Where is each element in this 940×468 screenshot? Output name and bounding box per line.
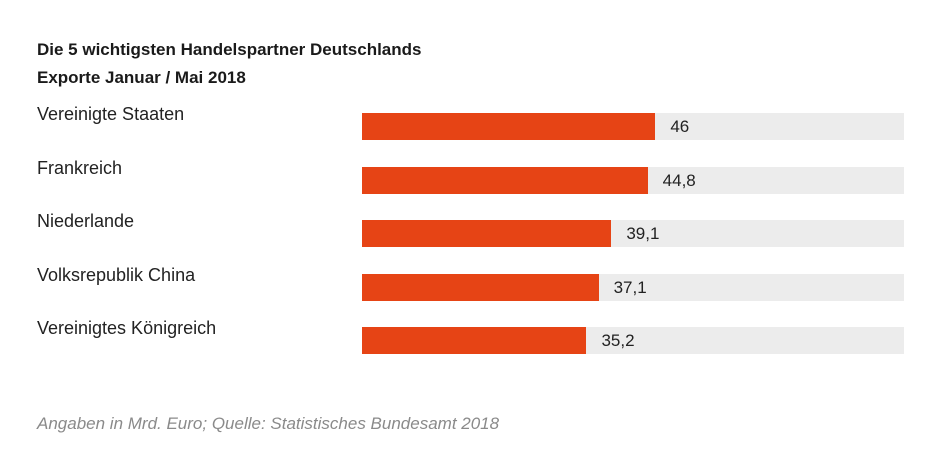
bar-row: Niederlande 39,1: [0, 211, 940, 251]
bar-track: 37,1: [362, 273, 904, 301]
category-label: Volksrepublik China: [37, 264, 196, 285]
data-label: 37,1: [613, 277, 647, 297]
category-label: Vereinigtes Königreich: [37, 318, 217, 338]
source-footnote: Angaben in Mrd. Euro; Quelle: Statistisc…: [37, 414, 500, 433]
bar-chart: Vereinigte Staaten 46 Frankreich 44,8 Nieder…: [0, 104, 940, 374]
bar-row: Frankreich 44,8: [0, 158, 940, 198]
data-label: 35,2: [601, 331, 635, 350]
bar: [362, 273, 599, 301]
bar-track: 44,8: [362, 166, 904, 194]
category-label: Frankreich: [37, 157, 123, 178]
bar: [362, 166, 648, 194]
data-label: 46: [670, 117, 690, 136]
category-label: Niederlande: [37, 211, 135, 231]
bar-track: 46: [362, 113, 904, 140]
bar-row: Volksrepublik China 37,1: [0, 265, 940, 305]
chart-title: Die 5 wichtigsten Handelspartner Deutsch…: [37, 40, 422, 59]
data-label: 39,1: [626, 224, 660, 243]
bar-track: 39,1: [362, 220, 904, 247]
bar: [362, 220, 612, 247]
bar: [362, 327, 587, 354]
chart-subtitle: Exporte Januar / Mai 2018: [37, 68, 246, 87]
category-label: Vereinigte Staaten: [37, 104, 185, 124]
chart-title-block: Die 5 wichtigsten Handelspartner Deutsch…: [37, 36, 421, 92]
bar: [362, 113, 656, 140]
bar-row: Vereinigte Staaten 46: [0, 104, 940, 144]
bar-track: 35,2: [362, 327, 904, 354]
data-label: 44,8: [662, 170, 696, 190]
bar-row: Vereinigtes Königreich 35,2: [0, 318, 940, 358]
